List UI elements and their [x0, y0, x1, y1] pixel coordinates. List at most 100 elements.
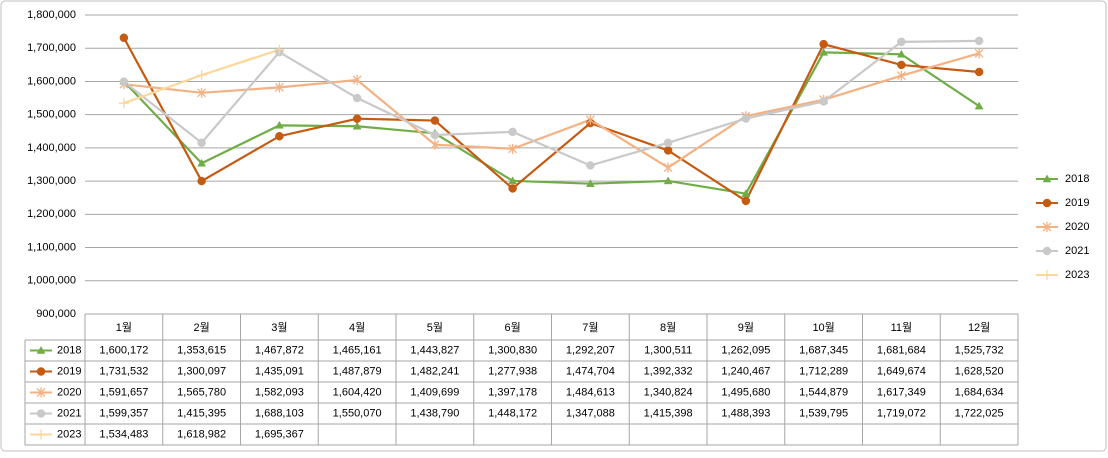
table-cell: 1,240,467 — [721, 365, 770, 377]
marker — [274, 82, 284, 93]
table-cell: 1,435,091 — [255, 365, 304, 377]
legend-label: 2021 — [1065, 245, 1089, 257]
table-cell: 1,550,070 — [333, 407, 382, 419]
x-tick-label: 11월 — [891, 321, 913, 334]
marker — [897, 60, 906, 70]
table-cell: 1,582,093 — [255, 386, 304, 398]
table-cell: 1,300,830 — [488, 344, 537, 356]
table-cell: 1,347,088 — [566, 407, 615, 419]
table-cell: 1,465,161 — [333, 344, 382, 356]
marker — [197, 176, 206, 186]
series-line — [123, 51, 980, 195]
table-cell: 1,618,982 — [177, 428, 226, 440]
marker — [352, 93, 362, 103]
table-series-name: 2019 — [57, 365, 81, 377]
marker — [508, 143, 518, 154]
table-cell: 1,695,367 — [255, 428, 304, 440]
marker — [430, 139, 440, 150]
table-cell: 1,300,097 — [177, 365, 226, 377]
y-tick-label: 1,700,000 — [27, 42, 76, 54]
marker — [508, 184, 517, 193]
marker — [352, 74, 362, 85]
table-cell: 1,599,357 — [99, 407, 148, 419]
table-cell: 1,474,704 — [566, 365, 615, 377]
table-cell: 1,467,872 — [255, 344, 304, 356]
y-tick-label: 1,600,000 — [27, 75, 76, 87]
marker — [586, 161, 595, 170]
table-cell: 1,722,025 — [955, 407, 1004, 419]
marker — [197, 158, 207, 167]
table-cell: 1,392,332 — [644, 365, 693, 377]
series-line — [122, 37, 980, 203]
marker — [36, 345, 46, 354]
table-cell: 1,687,345 — [799, 344, 848, 356]
marker — [663, 138, 673, 148]
marker — [119, 77, 129, 86]
marker — [663, 162, 673, 173]
table-cell: 1,544,879 — [799, 386, 848, 398]
table-cell: 1,681,684 — [877, 344, 926, 356]
x-tick-label: 8월 — [660, 321, 676, 334]
marker — [274, 120, 284, 129]
table-cell: 1,415,395 — [177, 407, 226, 419]
marker — [974, 67, 984, 77]
marker — [430, 130, 440, 140]
marker — [508, 176, 518, 185]
marker — [1042, 174, 1052, 183]
marker — [663, 146, 673, 155]
table-cell: 1,340,824 — [644, 386, 693, 398]
table-cell: 1,649,674 — [877, 365, 926, 377]
x-tick-label: 3월 — [271, 321, 287, 334]
table-cell: 1,488,393 — [721, 407, 770, 419]
y-tick-label: 1,400,000 — [27, 142, 76, 154]
marker — [896, 70, 906, 81]
table-cell: 1,617,349 — [877, 386, 926, 398]
table-cell: 1,482,241 — [410, 365, 459, 377]
table-cell: 1,438,790 — [410, 407, 459, 419]
x-tick-label: 12월 — [968, 321, 990, 334]
marker — [275, 131, 284, 141]
table-cell: 1,409,699 — [410, 386, 459, 398]
y-tick-label: 900,000 — [36, 308, 76, 320]
marker — [1042, 246, 1052, 256]
marker — [897, 37, 906, 47]
legend-label: 2020 — [1065, 221, 1089, 233]
table-cell: 1,628,520 — [955, 365, 1004, 377]
marker — [819, 47, 829, 56]
marker — [508, 127, 517, 137]
y-tick-label: 1,800,000 — [27, 9, 76, 21]
marker — [1042, 222, 1052, 232]
marker — [741, 114, 751, 123]
table-cell: 1,484,613 — [566, 386, 615, 398]
series-line — [123, 52, 980, 169]
marker — [274, 44, 285, 55]
x-tick-label: 10월 — [812, 321, 834, 334]
marker — [36, 387, 46, 398]
table-cell: 1,719,072 — [877, 407, 926, 419]
table-cell: 1,688,103 — [255, 407, 304, 419]
marker — [663, 176, 673, 185]
legend-label: 2019 — [1065, 197, 1089, 209]
marker — [819, 97, 828, 106]
marker — [974, 36, 984, 46]
table-series-name: 2020 — [57, 386, 81, 398]
table-series-name: 2021 — [57, 407, 81, 419]
marker — [741, 196, 751, 206]
marker — [118, 98, 129, 109]
legend-label: 2023 — [1065, 269, 1089, 281]
table-cell: 1,292,207 — [566, 344, 615, 356]
x-tick-label: 7월 — [582, 321, 598, 334]
marker — [896, 49, 906, 58]
table-cell: 1,565,780 — [177, 386, 226, 398]
table-cell: 1,443,827 — [410, 344, 459, 356]
marker — [1042, 198, 1052, 208]
marker — [974, 48, 984, 59]
y-tick-label: 1,200,000 — [27, 208, 76, 220]
marker — [36, 409, 46, 418]
x-tick-label: 9월 — [738, 321, 754, 334]
table-cell: 1,277,938 — [488, 365, 537, 377]
table-cell: 1,487,879 — [333, 365, 382, 377]
marker — [352, 121, 362, 130]
table-cell: 1,539,795 — [799, 407, 848, 419]
